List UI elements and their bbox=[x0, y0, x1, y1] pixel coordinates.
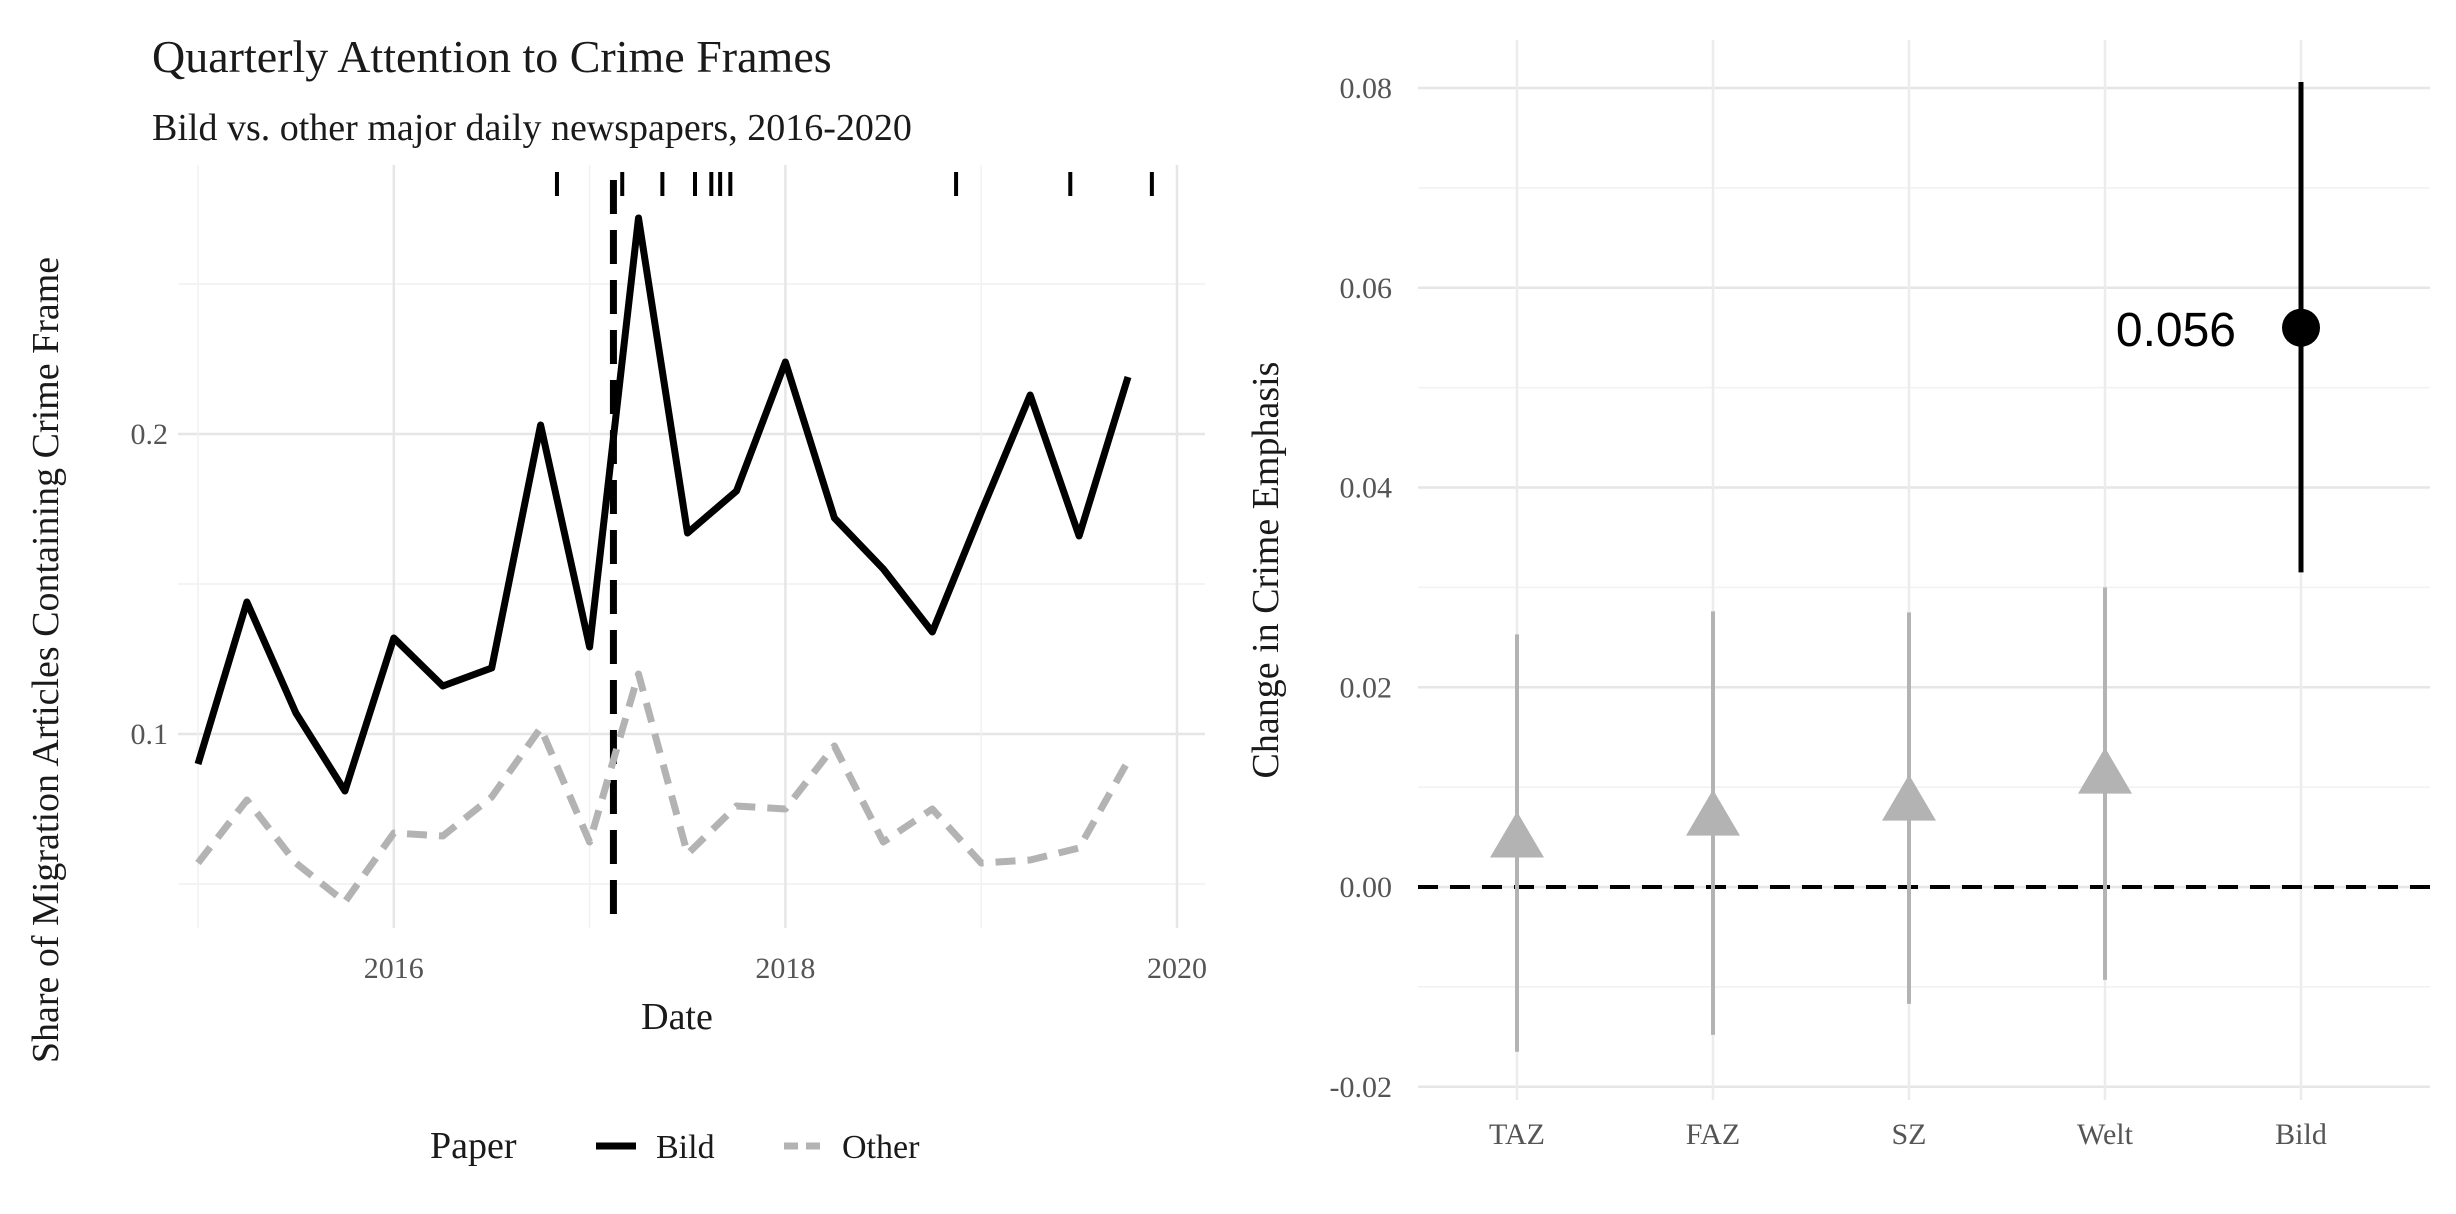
left-y-tick-label: 0.2 bbox=[131, 418, 169, 451]
right-y-tick-label: 0.04 bbox=[1340, 472, 1393, 505]
right-y-tick-label: 0.06 bbox=[1340, 272, 1393, 305]
legend: Paper Bild Other bbox=[430, 1125, 920, 1167]
series-line-bild bbox=[194, 214, 1132, 795]
legend-label-other: Other bbox=[842, 1129, 920, 1166]
chart-title: Quarterly Attention to Crime Frames bbox=[152, 31, 832, 82]
bild-estimate-label: 0.056 bbox=[2116, 304, 2236, 357]
point-estimate-faz bbox=[1686, 789, 1740, 836]
chart-subtitle: Bild vs. other major daily newspapers, 2… bbox=[152, 107, 912, 149]
point-estimate-welt bbox=[2078, 747, 2132, 794]
right-estimates bbox=[1490, 82, 2320, 1052]
right-y-tick-label: 0.02 bbox=[1340, 671, 1393, 704]
left-rug-marks bbox=[554, 172, 1154, 196]
left-y-axis-title: Share of Migration Articles Containing C… bbox=[25, 257, 67, 1063]
right-x-tick-label-sz: SZ bbox=[1891, 1118, 1926, 1151]
right-gridlines bbox=[1418, 40, 2430, 1100]
right-y-tick-label: -0.02 bbox=[1330, 1071, 1393, 1104]
series-line-other bbox=[195, 670, 1132, 906]
right-x-tick-label-taz: TAZ bbox=[1489, 1118, 1545, 1151]
left-gridlines bbox=[178, 165, 1205, 928]
right-x-tick-label-faz: FAZ bbox=[1686, 1118, 1740, 1151]
left-x-axis-title: Date bbox=[641, 996, 713, 1038]
left-line-chart: 2016 2018 2020 0.1 0.2 Quarterly Attention t… bbox=[25, 31, 1207, 1167]
right-x-tick-label-welt: Welt bbox=[2077, 1118, 2134, 1151]
point-estimate-sz bbox=[1882, 774, 1936, 821]
legend-label-bild: Bild bbox=[656, 1129, 715, 1166]
right-point-range-chart: -0.02 0.00 0.02 0.04 0.06 0.08 TAZ FAZ SZ Welt Bil… bbox=[1245, 40, 2430, 1151]
left-x-tick-label: 2020 bbox=[1147, 952, 1207, 985]
right-y-axis-title: Change in Crime Emphasis bbox=[1245, 362, 1287, 779]
right-y-tick-label: 0.08 bbox=[1340, 72, 1393, 105]
left-y-tick-label: 0.1 bbox=[131, 718, 169, 751]
right-x-tick-label-bild: Bild bbox=[2275, 1118, 2327, 1151]
right-y-tick-label: 0.00 bbox=[1340, 871, 1393, 904]
legend-title: Paper bbox=[430, 1125, 517, 1167]
point-estimate-taz bbox=[1490, 811, 1544, 858]
left-series-lines bbox=[194, 214, 1132, 906]
right-tick-labels: -0.02 0.00 0.02 0.04 0.06 0.08 TAZ FAZ SZ Welt Bil… bbox=[1330, 72, 2327, 1151]
left-x-tick-label: 2018 bbox=[755, 952, 815, 985]
point-estimate-bild bbox=[2282, 308, 2320, 347]
left-tick-labels: 2016 2018 2020 0.1 0.2 bbox=[131, 418, 1208, 985]
left-x-tick-label: 2016 bbox=[364, 952, 424, 985]
